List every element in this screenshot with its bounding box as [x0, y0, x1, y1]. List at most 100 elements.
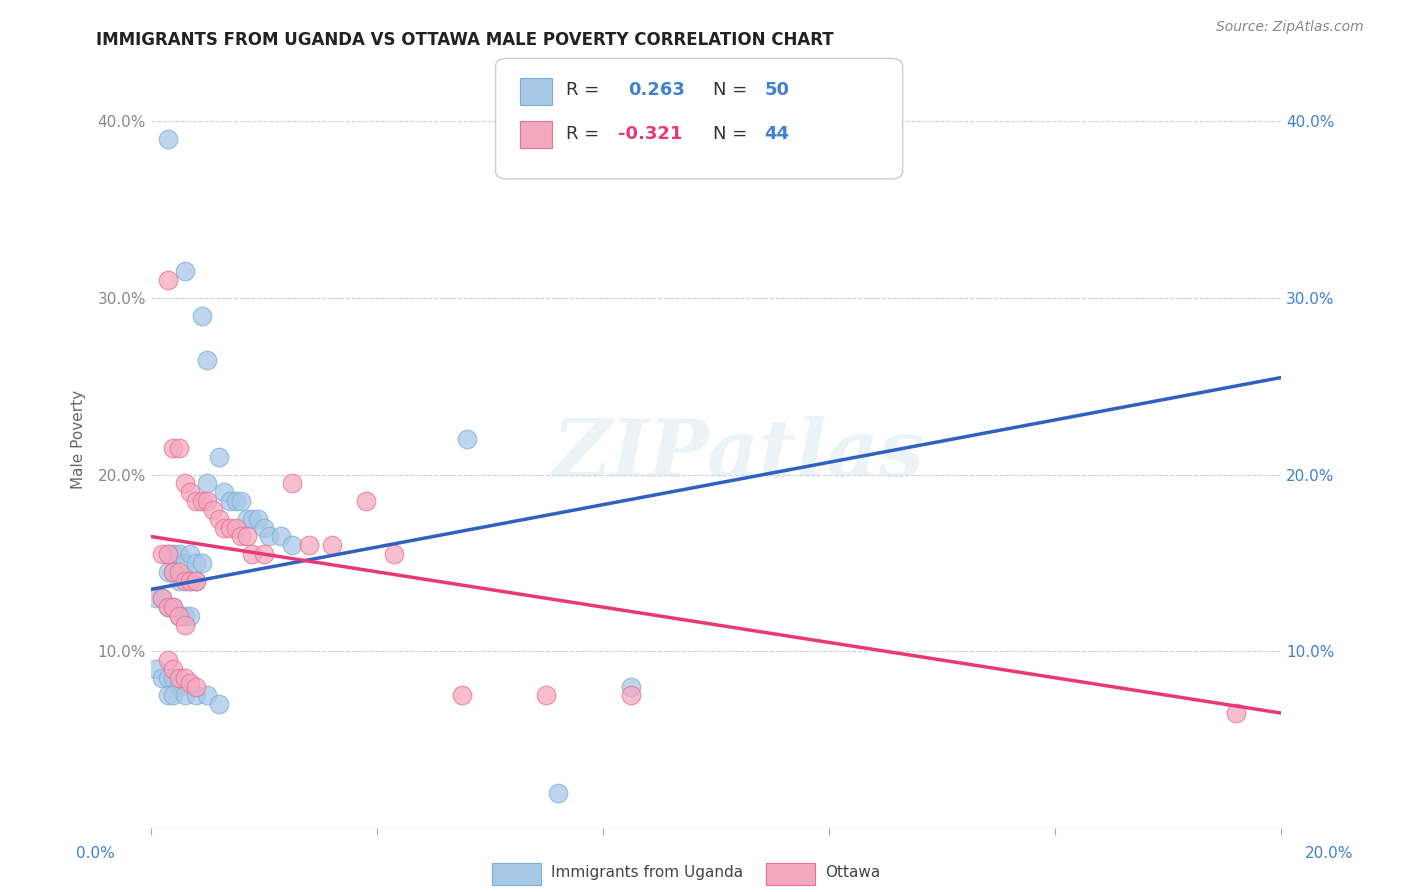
- Point: [162, 671, 184, 685]
- Point: [156, 600, 179, 615]
- Text: N =: N =: [713, 81, 752, 99]
- Point: [162, 547, 184, 561]
- Point: [184, 689, 207, 703]
- Point: [150, 547, 173, 561]
- Text: 0.0%: 0.0%: [76, 847, 115, 861]
- Text: R =: R =: [565, 125, 605, 143]
- Point: [231, 529, 253, 543]
- Point: [547, 786, 569, 800]
- Point: [167, 574, 190, 588]
- Point: [190, 309, 212, 323]
- Point: [167, 609, 190, 624]
- Point: [173, 556, 195, 570]
- Point: [145, 662, 167, 676]
- Point: [190, 494, 212, 508]
- Point: [179, 676, 201, 690]
- Point: [173, 671, 195, 685]
- Point: [184, 680, 207, 694]
- Point: [225, 494, 247, 508]
- Point: [231, 494, 253, 508]
- Point: [173, 574, 195, 588]
- Point: [162, 689, 184, 703]
- Point: [382, 547, 405, 561]
- Point: [156, 273, 179, 287]
- Point: [190, 556, 212, 570]
- Point: [179, 485, 201, 500]
- FancyBboxPatch shape: [520, 78, 553, 105]
- Point: [253, 547, 276, 561]
- Point: [150, 591, 173, 606]
- Text: 44: 44: [765, 125, 790, 143]
- Point: [218, 494, 240, 508]
- Point: [156, 600, 179, 615]
- Point: [184, 574, 207, 588]
- Point: [184, 494, 207, 508]
- Point: [620, 689, 643, 703]
- Point: [225, 521, 247, 535]
- Point: [270, 529, 292, 543]
- Point: [167, 565, 190, 579]
- Point: [207, 512, 229, 526]
- Point: [173, 476, 195, 491]
- Point: [195, 476, 218, 491]
- Point: [259, 529, 281, 543]
- Point: [212, 521, 235, 535]
- Point: [162, 600, 184, 615]
- Point: [242, 512, 264, 526]
- FancyBboxPatch shape: [520, 120, 553, 148]
- Y-axis label: Male Poverty: Male Poverty: [72, 390, 86, 489]
- Text: ZIPatlas: ZIPatlas: [553, 416, 925, 493]
- Text: 50: 50: [765, 81, 790, 99]
- Point: [150, 591, 173, 606]
- Text: R =: R =: [565, 81, 610, 99]
- Point: [247, 512, 270, 526]
- Point: [167, 671, 190, 685]
- Point: [156, 671, 179, 685]
- Point: [173, 609, 195, 624]
- Point: [184, 556, 207, 570]
- Point: [236, 512, 259, 526]
- Point: [167, 609, 190, 624]
- Point: [179, 574, 201, 588]
- Point: [195, 352, 218, 367]
- Point: [162, 441, 184, 455]
- Text: IMMIGRANTS FROM UGANDA VS OTTAWA MALE POVERTY CORRELATION CHART: IMMIGRANTS FROM UGANDA VS OTTAWA MALE PO…: [96, 31, 834, 49]
- Point: [150, 671, 173, 685]
- Point: [162, 565, 184, 579]
- Point: [156, 547, 179, 561]
- Point: [179, 547, 201, 561]
- Text: -0.321: -0.321: [617, 125, 682, 143]
- Point: [156, 547, 179, 561]
- Point: [156, 653, 179, 667]
- Text: N =: N =: [713, 125, 752, 143]
- Point: [450, 689, 472, 703]
- Point: [281, 538, 304, 552]
- Point: [167, 441, 190, 455]
- Text: Immigrants from Uganda: Immigrants from Uganda: [551, 865, 744, 880]
- Point: [242, 547, 264, 561]
- Point: [201, 503, 224, 517]
- Point: [195, 494, 218, 508]
- Point: [156, 689, 179, 703]
- Point: [156, 132, 179, 146]
- FancyBboxPatch shape: [495, 59, 903, 179]
- Point: [207, 450, 229, 464]
- Point: [145, 591, 167, 606]
- Point: [162, 662, 184, 676]
- Text: Ottawa: Ottawa: [825, 865, 880, 880]
- Point: [167, 680, 190, 694]
- Point: [173, 689, 195, 703]
- Point: [179, 574, 201, 588]
- Point: [1225, 706, 1247, 720]
- Point: [281, 476, 304, 491]
- Point: [173, 264, 195, 278]
- Point: [456, 433, 478, 447]
- Point: [195, 689, 218, 703]
- Point: [184, 574, 207, 588]
- Point: [167, 547, 190, 561]
- Point: [218, 521, 240, 535]
- Point: [162, 565, 184, 579]
- Point: [298, 538, 321, 552]
- Point: [207, 698, 229, 712]
- Point: [536, 689, 558, 703]
